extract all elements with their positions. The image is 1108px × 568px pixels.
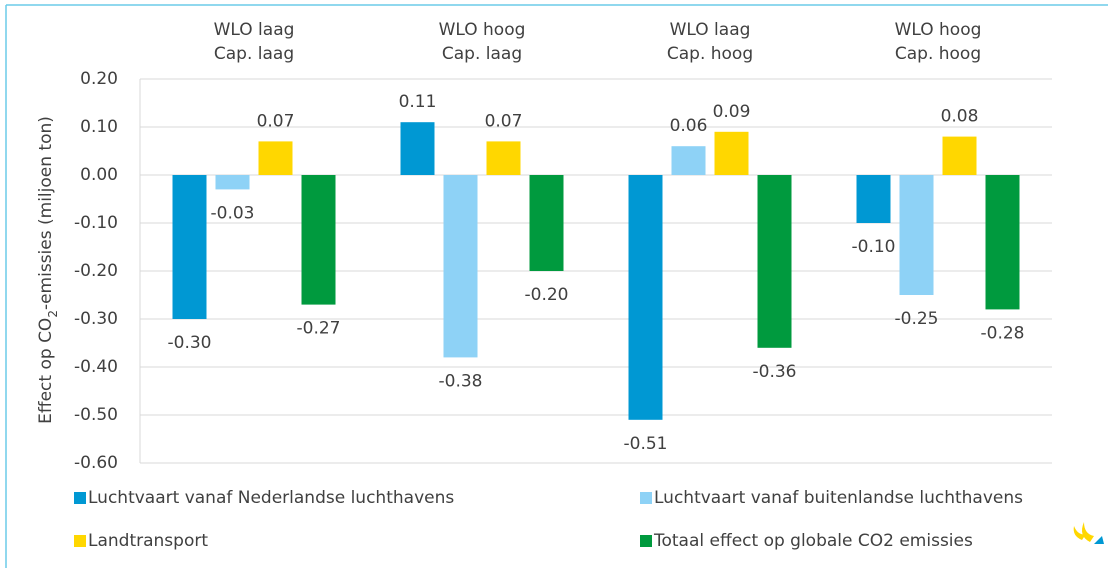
category-label: WLO laag (214, 20, 295, 40)
logo (1073, 522, 1104, 544)
y-axis-label-part: -emissies (miljoen ton) (36, 116, 56, 310)
category-label: WLO laag (670, 20, 751, 40)
category-label: Cap. hoog (895, 44, 981, 64)
y-tick-label: 0.00 (80, 165, 118, 185)
data-label: -0.03 (211, 203, 255, 223)
bar (757, 175, 792, 348)
legend-swatch (640, 535, 652, 547)
data-label: 0.07 (485, 111, 523, 131)
data-label: 0.08 (941, 107, 979, 127)
y-tick-label: -0.10 (74, 213, 118, 233)
y-tick-label: -0.40 (74, 357, 118, 377)
bar (215, 175, 250, 190)
bar (400, 122, 435, 175)
y-axis-label-part: Effect op CO (36, 318, 56, 424)
bar (301, 175, 336, 305)
data-label: -0.38 (439, 371, 483, 391)
category-label: WLO hoog (895, 20, 982, 40)
y-tick-label: -0.20 (74, 261, 118, 281)
data-label: 0.06 (670, 116, 708, 136)
bar (899, 175, 934, 295)
category-label: Cap. hoog (667, 44, 753, 64)
data-label: -0.51 (624, 434, 668, 454)
bar (714, 131, 749, 175)
y-axis-label-part: 2 (46, 310, 60, 318)
data-label: -0.27 (297, 319, 341, 339)
data-label: 0.11 (399, 92, 437, 112)
data-label: -0.25 (895, 309, 939, 329)
y-tick-label: 0.20 (80, 69, 118, 89)
data-label: -0.30 (168, 333, 212, 353)
bar (942, 136, 977, 175)
category-label: Cap. laag (214, 44, 294, 64)
bar (258, 141, 293, 175)
legend-swatch (74, 492, 86, 504)
y-axis-label: Effect op CO2-emissies (miljoen ton) (36, 116, 60, 424)
y-tick-label: -0.60 (74, 453, 118, 473)
legend-label: Landtransport (88, 531, 208, 551)
bar (443, 175, 478, 358)
data-label: -0.20 (525, 285, 569, 305)
legend-label: Luchtvaart vanaf Nederlandse luchthavens (88, 488, 454, 508)
legend-swatch (640, 492, 652, 504)
legend-swatch (74, 535, 86, 547)
bar (628, 175, 663, 420)
y-tick-label: -0.30 (74, 309, 118, 329)
bar (529, 175, 564, 271)
bar (172, 175, 207, 319)
bar (985, 175, 1020, 310)
data-label: 0.07 (257, 111, 295, 131)
legend-label: Totaal effect op globale CO2 emissies (653, 531, 973, 551)
data-label: -0.28 (981, 323, 1025, 343)
legend-label: Luchtvaart vanaf buitenlandse luchthaven… (654, 488, 1023, 508)
bar (671, 146, 706, 175)
y-tick-label: -0.50 (74, 405, 118, 425)
category-label: WLO hoog (439, 20, 526, 40)
data-label: -0.36 (753, 362, 797, 382)
y-tick-label: 0.10 (80, 117, 118, 137)
category-label: Cap. laag (442, 44, 522, 64)
data-label: 0.09 (713, 102, 751, 122)
data-label: -0.10 (852, 237, 896, 257)
bar (486, 141, 521, 175)
bar (856, 175, 891, 223)
